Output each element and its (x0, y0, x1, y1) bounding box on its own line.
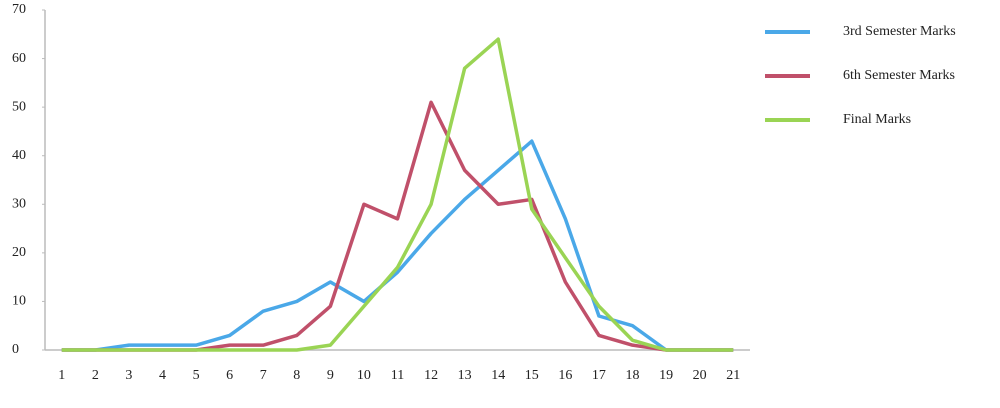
x-tick-label: 12 (424, 368, 438, 383)
x-tick-label: 20 (693, 368, 707, 383)
legend-label: 6th Semester Marks (843, 68, 955, 83)
series-line (61, 139, 734, 352)
x-tick-label: 6 (226, 368, 233, 383)
x-tick-label: 19 (659, 368, 673, 383)
legend-label: Final Marks (843, 112, 911, 127)
series-line (61, 37, 734, 352)
x-tick-label: 17 (592, 368, 606, 383)
x-tick-label: 2 (92, 368, 99, 383)
x-tick-label: 16 (558, 368, 572, 383)
y-tick-label: 10 (12, 294, 26, 309)
x-tick-label: 18 (626, 368, 640, 383)
y-tick-label: 40 (12, 148, 26, 163)
x-tick-label: 11 (391, 368, 404, 383)
x-tick-label: 15 (525, 368, 539, 383)
x-tick-label: 5 (193, 368, 200, 383)
y-tick-label: 70 (12, 2, 26, 17)
x-tick-label: 4 (159, 368, 166, 383)
x-tick-label: 10 (357, 368, 371, 383)
x-tick-label: 13 (458, 368, 472, 383)
x-tick-label: 7 (260, 368, 267, 383)
series-line (61, 100, 734, 352)
y-tick-label: 50 (12, 99, 26, 114)
x-tick-label: 9 (327, 368, 334, 383)
x-tick-label: 3 (125, 368, 132, 383)
y-tick-label: 30 (12, 197, 26, 212)
x-tick-label: 21 (726, 368, 740, 383)
x-tick-label: 14 (491, 368, 505, 383)
y-tick-label: 60 (12, 51, 26, 66)
legend-label: 3rd Semester Marks (843, 24, 956, 39)
x-tick-label: 1 (58, 368, 65, 383)
y-tick-label: 20 (12, 245, 26, 260)
y-tick-label: 0 (12, 342, 19, 357)
x-tick-label: 8 (293, 368, 300, 383)
